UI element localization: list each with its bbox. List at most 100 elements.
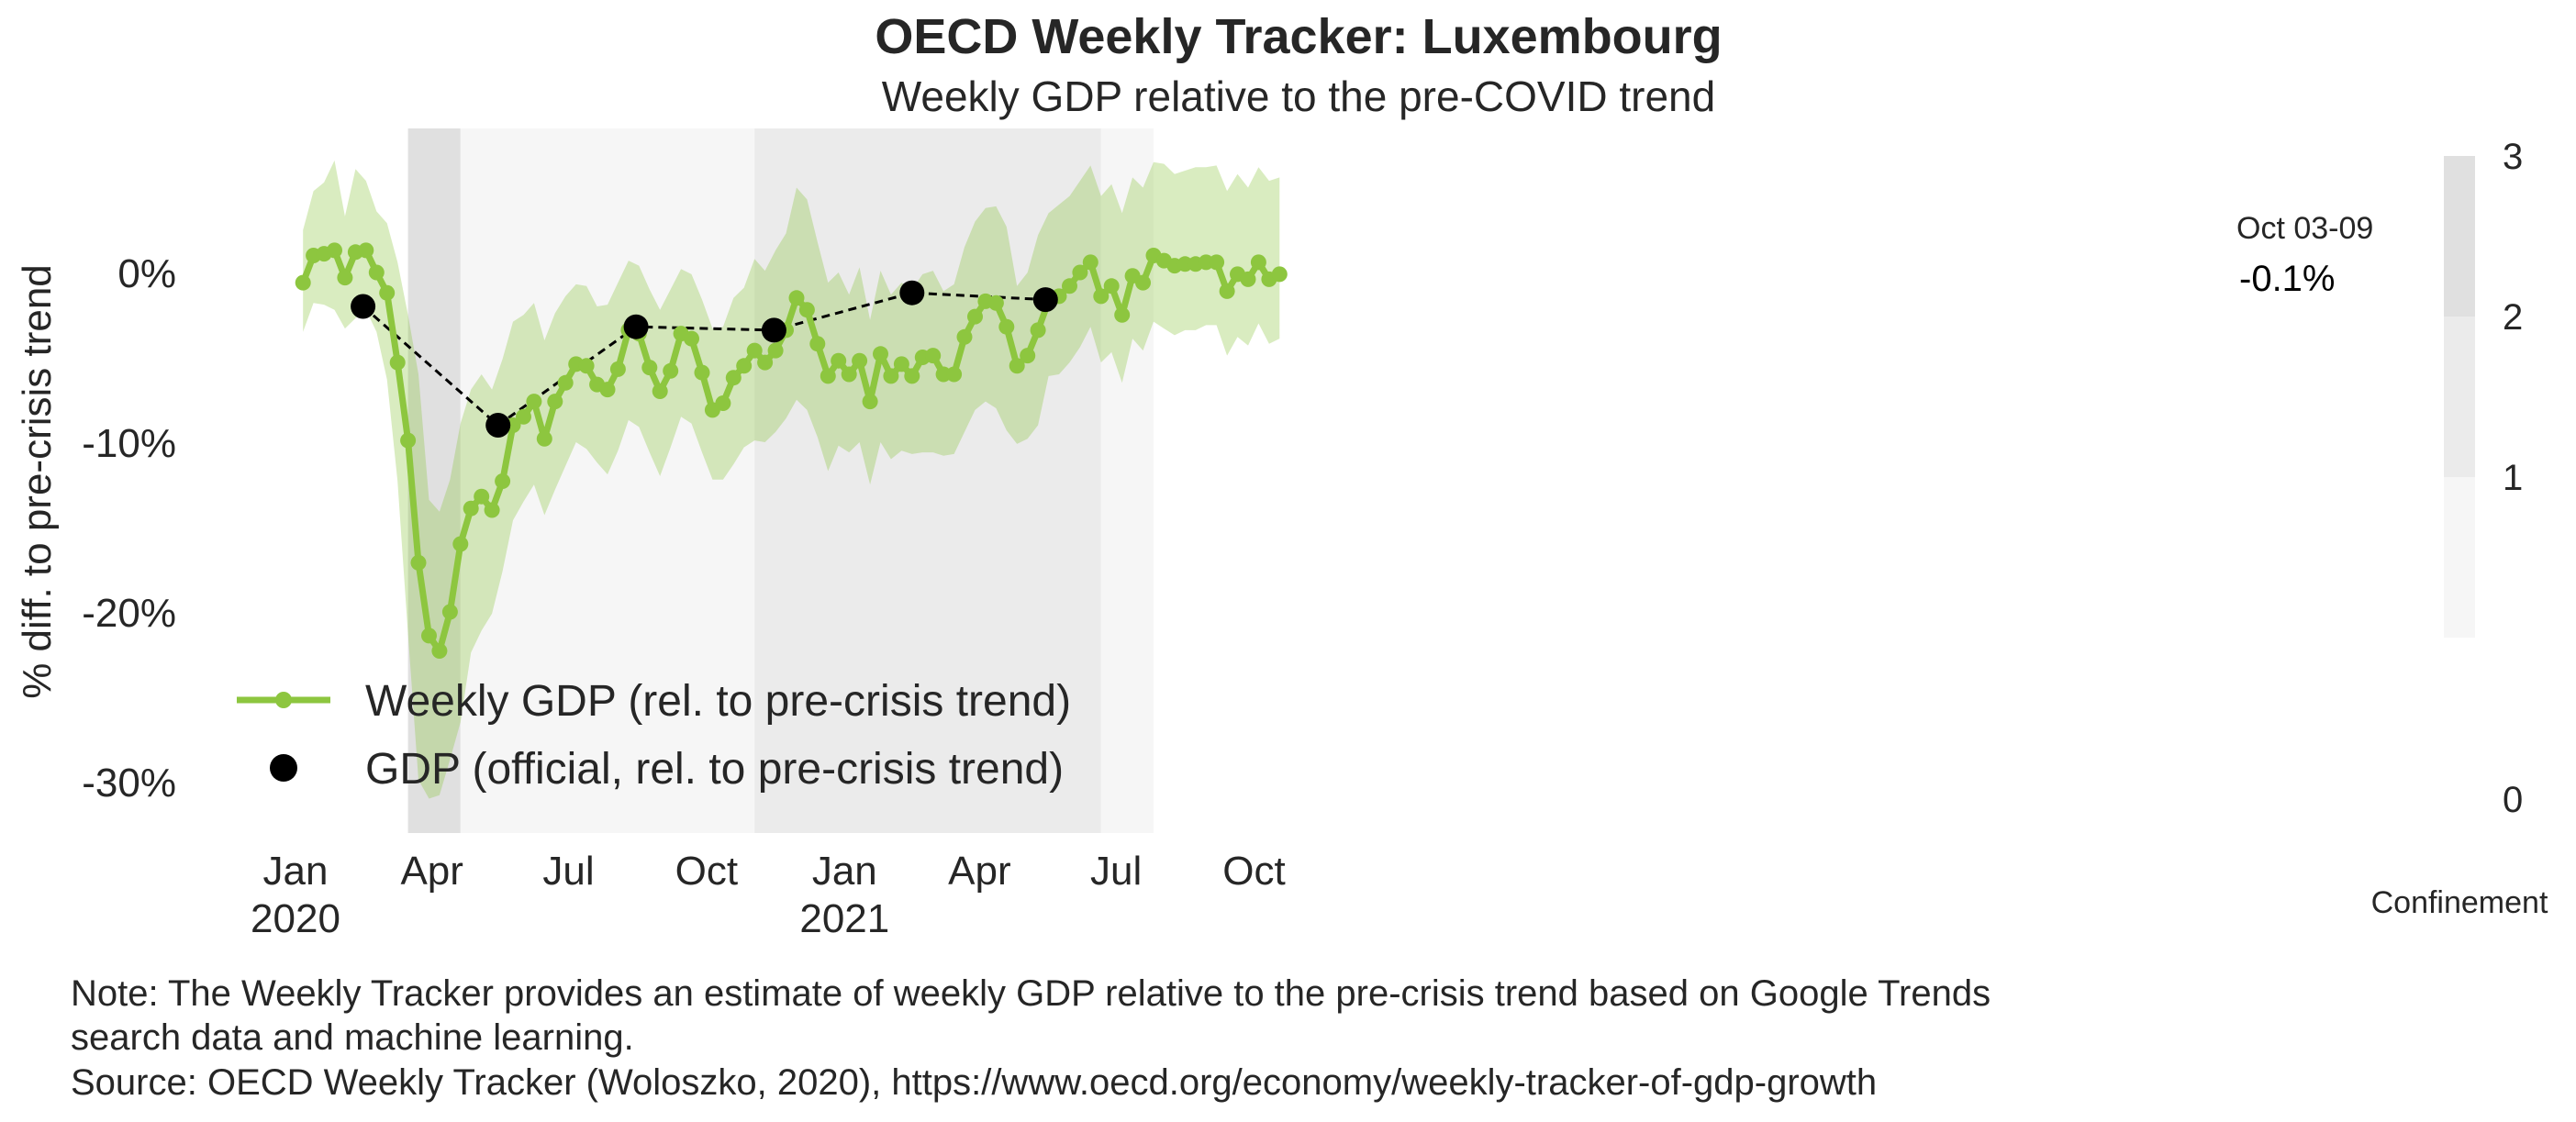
legend: Weekly GDP (rel. to pre-crisis trend) GD… [237, 677, 1071, 794]
colorbar-tick-label: 2 [2503, 297, 2523, 338]
y-tick-label: -10% [82, 421, 176, 466]
note-line-1: Note: The Weekly Tracker provides an est… [71, 973, 1991, 1014]
weekly-gdp-point [788, 290, 805, 306]
weekly-gdp-point [410, 554, 427, 571]
chart-subtitle: Weekly GDP relative to the pre-COVID tre… [882, 72, 1715, 120]
weekly-gdp-point [599, 382, 616, 398]
weekly-gdp-point [798, 302, 815, 318]
legend-item-weekly: Weekly GDP (rel. to pre-crisis trend) [237, 677, 1071, 726]
weekly-gdp-point [873, 346, 888, 362]
official-gdp-point [623, 314, 649, 339]
weekly-gdp-point [946, 366, 963, 383]
official-gdp-point [351, 294, 376, 319]
weekly-gdp-point [831, 352, 847, 369]
colorbar-segment [2444, 156, 2475, 317]
weekly-gdp-point [1009, 358, 1025, 374]
weekly-gdp-point [809, 336, 826, 352]
weekly-gdp-point [852, 352, 868, 369]
weekly-gdp-point [1219, 283, 1235, 299]
legend-item-official: GDP (official, rel. to pre-crisis trend) [270, 745, 1064, 794]
weekly-gdp-point [987, 294, 1004, 311]
weekly-gdp-point [1103, 278, 1120, 294]
colorbar-segment [2444, 317, 2475, 477]
y-axis-ticks: 0% -10% -20% -30% [82, 251, 176, 805]
weekly-gdp-point [452, 536, 469, 552]
chart-title: OECD Weekly Tracker: Luxembourg [875, 9, 1722, 64]
end-value-label: -0.1% [2239, 259, 2336, 299]
weekly-gdp-point [526, 394, 542, 410]
weekly-gdp-point [358, 242, 374, 259]
weekly-gdp-point [1271, 266, 1288, 283]
y-tick-label: -20% [82, 591, 176, 636]
confidence-band [303, 160, 1280, 799]
weekly-gdp-point [663, 362, 679, 379]
source-line: Source: OECD Weekly Tracker (Woloszko, 2… [71, 1062, 1877, 1103]
weekly-gdp-point [1030, 322, 1046, 339]
weekly-gdp-point [694, 364, 710, 381]
end-annotation: Oct 03-09 -0.1% [2236, 211, 2373, 299]
official-gdp-series [362, 291, 1046, 428]
weekly-gdp-point [998, 318, 1015, 335]
weekly-gdp-point [1135, 274, 1151, 291]
weekly-gdp-point [1093, 288, 1110, 305]
y-tick-label: 0% [117, 251, 176, 296]
weekly-gdp-point [484, 502, 500, 518]
weekly-gdp-band [303, 160, 1280, 799]
weekly-gdp-point [547, 394, 563, 410]
weekly-gdp-point [1062, 278, 1077, 294]
x-tick-label: Jul [542, 849, 594, 894]
weekly-gdp-point [641, 360, 658, 376]
weekly-gdp-point [609, 361, 626, 377]
weekly-gdp-point [767, 342, 784, 359]
weekly-gdp-point [652, 383, 668, 399]
x-tick-year-label: 2021 [799, 896, 889, 941]
weekly-gdp-point [295, 274, 311, 291]
weekly-gdp-point [578, 358, 595, 374]
weekly-gdp-point [431, 643, 448, 659]
colorbar-label: Confinement [2371, 885, 2548, 920]
confinement-period-0 [407, 128, 461, 833]
weekly-gdp-point [757, 354, 774, 371]
colorbar-tick-label: 3 [2503, 137, 2523, 177]
x-tick-label: Apr [400, 849, 463, 894]
note-line-2: search data and machine learning. [71, 1017, 634, 1058]
x-tick-label: Oct [675, 849, 738, 894]
weekly-gdp-line [299, 247, 1281, 654]
weekly-gdp-point [1082, 254, 1098, 271]
weekly-gdp-point [967, 308, 983, 325]
weekly-gdp-point [400, 432, 417, 449]
weekly-gdp-point [1114, 306, 1131, 323]
official-gdp-point [1032, 287, 1058, 313]
y-axis-label: % diff. to pre-crisis trend [15, 264, 60, 699]
weekly-gdp-point [841, 366, 857, 383]
weekly-gdp-series [295, 242, 1288, 659]
weekly-gdp-point [337, 270, 353, 286]
weekly-gdp-point [684, 330, 699, 347]
official-gdp-point [761, 317, 786, 343]
weekly-gdp-point [516, 408, 531, 425]
weekly-gdp-point [862, 394, 878, 410]
confinement-period-2 [754, 128, 1101, 833]
weekly-gdp-point [536, 430, 552, 447]
confinement-shading [407, 128, 1154, 833]
colorbar-segment [2444, 477, 2475, 638]
colorbar-tick-label: 0 [2503, 780, 2523, 820]
official-gdp-point [485, 413, 511, 438]
weekly-gdp-point [557, 374, 574, 391]
legend-label-weekly: Weekly GDP (rel. to pre-crisis trend) [365, 677, 1071, 726]
weekly-gdp-point [463, 500, 479, 517]
weekly-gdp-point [1240, 271, 1256, 287]
official-gdp-line [362, 291, 1046, 428]
weekly-gdp-point [904, 368, 920, 384]
y-tick-label: -30% [82, 761, 176, 805]
weekly-gdp-point [1209, 254, 1225, 271]
x-tick-label: Apr [948, 849, 1010, 894]
weekly-gdp-point [820, 368, 836, 384]
weekly-gdp-point [725, 370, 742, 386]
weekly-gdp-point [746, 342, 763, 359]
end-date-label: Oct 03-09 [2236, 211, 2373, 246]
weekly-gdp-point [893, 356, 909, 372]
footer-notes: Note: The Weekly Tracker provides an est… [71, 973, 1991, 1103]
